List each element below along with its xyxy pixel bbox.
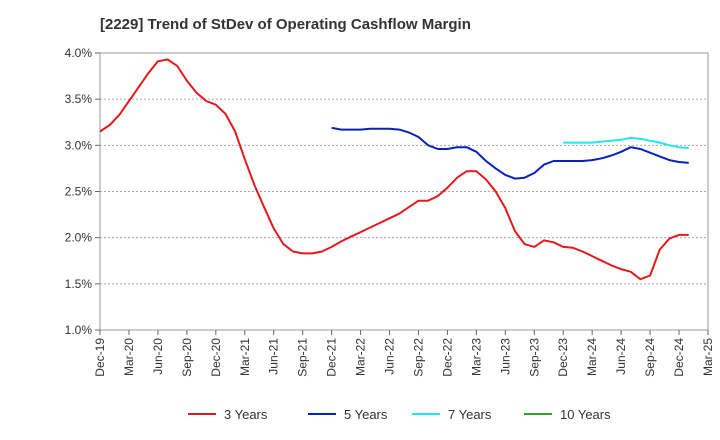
y-axis: 1.0% 1.5% 2.0% 2.5% 3.0% 3.5% 4.0% xyxy=(65,46,100,337)
x-tick-label: Mar-22 xyxy=(354,338,368,376)
legend-label-7-years: 7 Years xyxy=(448,407,492,422)
x-tick-label: Sep-20 xyxy=(180,338,194,377)
x-tick-label: Sep-24 xyxy=(643,338,657,377)
x-tick-label: Mar-23 xyxy=(469,338,483,376)
x-tick-label: Dec-21 xyxy=(325,338,339,377)
y-tick-label: 2.5% xyxy=(65,185,93,199)
y-tick-label: 3.0% xyxy=(65,138,93,152)
x-tick-label: Dec-22 xyxy=(440,338,454,377)
chart-title: [2229] Trend of StDev of Operating Cashf… xyxy=(100,16,471,33)
legend-label-10-years: 10 Years xyxy=(560,407,611,422)
x-tick-label: Sep-23 xyxy=(527,338,541,377)
grid xyxy=(99,52,709,331)
y-tick-label: 1.0% xyxy=(65,323,93,337)
legend-label-5-years: 5 Years xyxy=(344,407,388,422)
x-tick-label: Dec-23 xyxy=(556,338,570,377)
series-group xyxy=(99,58,689,281)
y-tick-label: 2.0% xyxy=(65,231,93,245)
x-tick-label: Sep-22 xyxy=(411,338,425,377)
y-tick-label: 1.5% xyxy=(65,277,93,291)
x-tick-label: Jun-23 xyxy=(498,338,512,375)
x-tick-label: Mar-21 xyxy=(238,338,252,376)
series-line-3-years xyxy=(99,58,689,281)
y-tick-label: 4.0% xyxy=(65,46,93,60)
series-line-5-years xyxy=(331,126,689,180)
series-line-7-years xyxy=(563,136,689,150)
x-tick-label: Jun-22 xyxy=(383,338,397,375)
x-tick-label: Dec-20 xyxy=(209,338,223,377)
legend-label-3-years: 3 Years xyxy=(224,407,268,422)
legend: 3 Years 5 Years 7 Years 10 Years xyxy=(188,407,611,422)
x-tick-label: Dec-24 xyxy=(672,338,686,377)
x-tick-label: Mar-24 xyxy=(585,338,599,376)
y-tick-label: 3.5% xyxy=(65,92,93,106)
x-tick-label: Sep-21 xyxy=(296,338,310,377)
x-tick-label: Mar-25 xyxy=(701,338,715,376)
x-axis: Dec-19 Mar-20 Jun-20 Sep-20 Dec-20 Mar-21 Jun-… xyxy=(93,330,715,377)
x-tick-label: Jun-20 xyxy=(151,338,165,375)
x-tick-label: Mar-20 xyxy=(122,338,136,376)
x-tick-label: Jun-24 xyxy=(614,338,628,375)
x-tick-label: Jun-21 xyxy=(267,338,281,375)
x-tick-label: Dec-19 xyxy=(93,338,107,377)
